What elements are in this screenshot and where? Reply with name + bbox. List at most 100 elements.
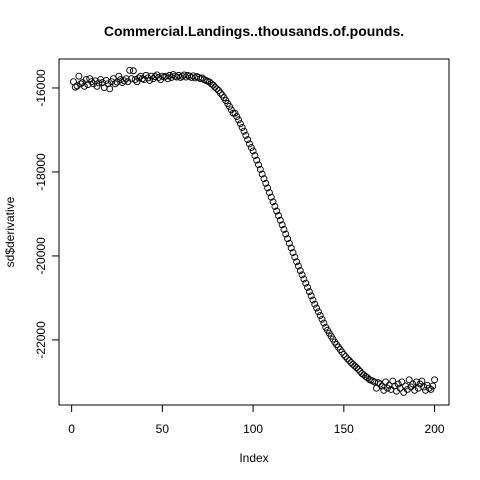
point <box>285 239 293 247</box>
point <box>313 304 321 312</box>
point <box>311 300 319 308</box>
y-axis-label: sd$derivative <box>3 196 17 267</box>
point <box>314 308 322 316</box>
point <box>271 202 279 210</box>
point <box>309 296 317 304</box>
point <box>131 76 139 84</box>
x-tick-label: 50 <box>156 422 170 436</box>
point <box>235 116 243 124</box>
point <box>255 161 262 169</box>
point <box>178 72 186 80</box>
point <box>155 74 163 81</box>
point <box>256 165 264 173</box>
point <box>289 249 297 257</box>
point <box>258 170 266 178</box>
point <box>284 235 292 243</box>
point <box>398 378 406 386</box>
point <box>260 175 268 183</box>
point <box>233 113 241 120</box>
point <box>345 357 353 364</box>
point <box>93 82 101 90</box>
point <box>351 362 359 370</box>
point <box>380 386 388 394</box>
point <box>282 230 290 238</box>
point <box>342 353 350 361</box>
point <box>80 82 88 90</box>
point <box>133 78 141 86</box>
point <box>275 212 282 220</box>
point <box>246 140 253 148</box>
y-tick-label: -18000 <box>34 153 48 191</box>
point <box>216 89 224 97</box>
y-tick-label: -22000 <box>34 321 48 359</box>
point <box>409 380 417 388</box>
point <box>267 193 275 201</box>
point <box>126 66 134 74</box>
point <box>226 102 233 110</box>
point <box>382 378 390 386</box>
point <box>106 85 114 93</box>
point <box>385 381 393 389</box>
point <box>316 312 324 320</box>
point <box>318 315 326 323</box>
point <box>128 75 135 83</box>
point <box>187 74 195 81</box>
point <box>405 376 413 384</box>
x-tick-label: 200 <box>425 422 445 436</box>
point <box>302 279 310 287</box>
point <box>344 355 351 363</box>
point <box>305 288 313 296</box>
point <box>231 109 239 117</box>
point <box>291 253 299 261</box>
point <box>354 365 362 373</box>
point <box>293 258 301 266</box>
point <box>429 382 437 390</box>
point <box>175 71 183 79</box>
x-tick-label: 150 <box>334 422 354 436</box>
point <box>191 74 199 82</box>
point <box>349 360 357 368</box>
point <box>238 123 246 131</box>
point <box>307 292 315 300</box>
point <box>209 81 217 89</box>
point <box>140 76 148 84</box>
point <box>411 386 419 394</box>
point <box>340 351 348 359</box>
point <box>320 319 328 327</box>
point <box>166 71 174 79</box>
plot-box <box>58 58 450 406</box>
point <box>296 267 304 275</box>
x-tick-label: 100 <box>243 422 263 436</box>
point <box>262 179 270 187</box>
point <box>75 72 83 80</box>
point <box>300 275 308 283</box>
point <box>353 364 360 372</box>
chart-title: Commercial.Landings..thousands.of.pounds… <box>104 23 404 39</box>
point <box>164 75 172 83</box>
point <box>240 127 248 135</box>
point <box>431 376 439 384</box>
point <box>273 207 281 215</box>
point <box>265 189 273 196</box>
point <box>304 283 311 291</box>
point <box>111 80 119 88</box>
point <box>287 244 295 252</box>
point <box>264 184 272 192</box>
y-tick-label: -20000 <box>34 237 48 275</box>
point <box>213 85 221 93</box>
point <box>298 271 306 279</box>
point <box>425 384 433 392</box>
point <box>173 73 181 81</box>
point <box>73 82 81 90</box>
point <box>88 78 96 86</box>
point <box>247 144 255 152</box>
point <box>151 73 159 81</box>
point <box>427 386 435 393</box>
x-axis-label: Index <box>239 451 268 465</box>
point <box>129 67 137 75</box>
point <box>251 152 259 160</box>
point <box>95 79 103 87</box>
point <box>120 77 128 85</box>
point <box>182 73 190 81</box>
